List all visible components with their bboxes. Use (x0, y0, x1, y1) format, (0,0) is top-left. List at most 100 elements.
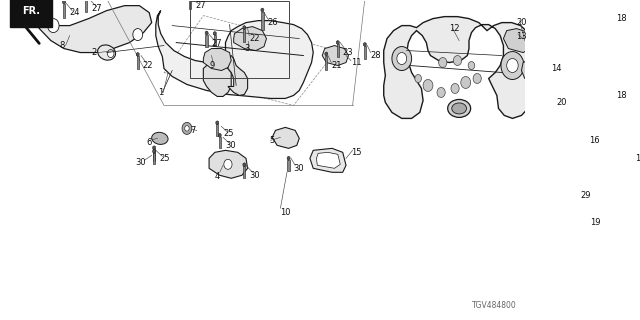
Bar (325, 56, 328, 69)
Bar (550, 14, 552, 28)
Text: 30: 30 (135, 158, 146, 167)
Bar (153, 149, 156, 161)
Circle shape (501, 52, 524, 79)
Bar (610, 12, 612, 29)
Bar (153, 153, 156, 164)
Text: 14: 14 (551, 64, 561, 73)
Circle shape (224, 159, 232, 169)
Text: 18: 18 (616, 14, 627, 23)
Polygon shape (204, 49, 231, 96)
Bar (364, 46, 366, 59)
Bar (610, 92, 612, 109)
Text: 27: 27 (212, 39, 222, 48)
Text: 8: 8 (59, 41, 65, 50)
Circle shape (415, 75, 421, 83)
Circle shape (133, 28, 143, 41)
Bar (550, 93, 552, 108)
Bar (584, 211, 587, 229)
Text: 27: 27 (92, 4, 102, 13)
Polygon shape (156, 11, 313, 99)
Text: 26: 26 (268, 18, 278, 27)
Text: 21: 21 (332, 61, 342, 70)
Polygon shape (272, 127, 300, 148)
Circle shape (438, 58, 447, 68)
Text: 20: 20 (516, 18, 527, 27)
Polygon shape (556, 133, 587, 162)
Polygon shape (228, 56, 248, 95)
Circle shape (451, 84, 459, 93)
Text: 25: 25 (223, 129, 234, 138)
Circle shape (47, 19, 59, 33)
Text: 22: 22 (143, 61, 153, 70)
Text: 4: 4 (215, 172, 220, 181)
Text: 11: 11 (351, 58, 362, 67)
Circle shape (473, 74, 481, 84)
Text: 29: 29 (580, 191, 591, 200)
Bar (190, 1, 289, 78)
Circle shape (437, 87, 445, 98)
Text: 30: 30 (225, 141, 236, 150)
Circle shape (468, 61, 475, 69)
Text: FR.: FR. (22, 6, 40, 16)
Ellipse shape (560, 136, 583, 144)
Circle shape (182, 123, 192, 134)
Text: 5: 5 (269, 136, 274, 145)
Circle shape (392, 46, 412, 70)
Text: TGV484800: TGV484800 (472, 301, 516, 310)
Text: 1: 1 (158, 88, 163, 97)
Text: 18: 18 (616, 91, 627, 100)
Circle shape (461, 76, 470, 88)
Circle shape (185, 126, 189, 131)
Text: 10: 10 (280, 208, 291, 217)
Polygon shape (204, 49, 231, 70)
Bar (189, 0, 191, 9)
Polygon shape (310, 148, 346, 172)
Polygon shape (322, 45, 348, 66)
Polygon shape (317, 152, 340, 168)
Bar (337, 44, 339, 57)
Ellipse shape (452, 103, 467, 114)
Circle shape (572, 189, 576, 195)
Text: 27: 27 (195, 1, 206, 10)
Polygon shape (522, 59, 549, 83)
Text: 23: 23 (343, 48, 353, 57)
Ellipse shape (98, 45, 116, 60)
Text: 13: 13 (516, 32, 527, 41)
Text: 15: 15 (351, 148, 362, 157)
Text: 20: 20 (556, 98, 566, 107)
Text: 17: 17 (636, 154, 640, 163)
Polygon shape (504, 28, 533, 52)
Ellipse shape (152, 132, 168, 144)
Text: 25: 25 (159, 154, 170, 163)
Text: 30: 30 (249, 171, 260, 180)
Text: 9: 9 (209, 61, 214, 70)
Bar (219, 137, 221, 148)
Text: 16: 16 (589, 136, 599, 145)
Bar (136, 56, 139, 69)
Text: 28: 28 (371, 51, 381, 60)
Text: 19: 19 (590, 218, 601, 227)
Text: 22: 22 (249, 34, 260, 43)
Bar (261, 12, 264, 29)
Polygon shape (234, 27, 266, 51)
Bar (243, 29, 246, 42)
Bar (287, 160, 290, 171)
Text: 24: 24 (70, 8, 80, 17)
Circle shape (507, 59, 518, 73)
Text: 30: 30 (294, 164, 304, 173)
Circle shape (423, 79, 433, 92)
Bar (63, 4, 65, 18)
Text: 3: 3 (244, 44, 250, 53)
Ellipse shape (447, 100, 470, 117)
Circle shape (453, 56, 461, 66)
Polygon shape (209, 150, 248, 178)
Circle shape (108, 50, 114, 58)
Circle shape (397, 52, 406, 65)
Text: 2: 2 (92, 48, 97, 57)
Bar (243, 166, 246, 178)
Text: 7: 7 (190, 126, 196, 135)
Polygon shape (384, 17, 534, 118)
Polygon shape (36, 6, 152, 52)
Text: 12: 12 (449, 24, 460, 33)
Bar (216, 124, 218, 136)
